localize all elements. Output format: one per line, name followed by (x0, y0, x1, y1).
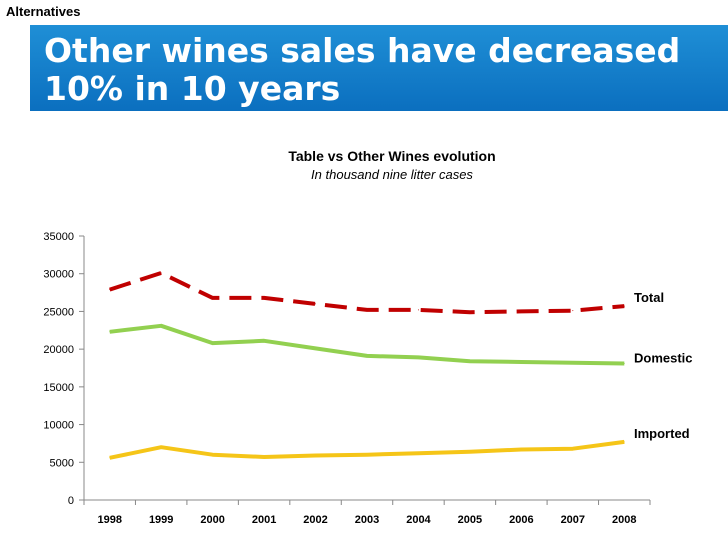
data-point-total (315, 303, 317, 305)
x-tick-label: 2008 (612, 514, 636, 526)
data-point-domestic (520, 361, 522, 363)
y-tick-label: 5000 (50, 457, 74, 469)
x-tick-label: 2002 (303, 514, 327, 526)
data-point-total (417, 309, 419, 311)
slide-title: Other wines sales have decreased 10% in … (44, 31, 681, 108)
data-point-imported (160, 446, 162, 448)
data-point-imported (469, 451, 471, 453)
data-point-domestic (417, 356, 419, 358)
data-point-imported (623, 441, 625, 443)
x-tick-label: 2006 (509, 514, 533, 526)
series-label-domestic: Domestic (634, 350, 693, 365)
y-tick-label: 0 (68, 495, 74, 507)
section-label: Alternatives (6, 4, 81, 19)
y-tick-label: 35000 (43, 231, 74, 243)
data-point-domestic (469, 360, 471, 362)
data-point-imported (417, 452, 419, 454)
title-banner: Other wines sales have decreased 10% in … (30, 25, 728, 111)
y-tick-label: 20000 (43, 344, 74, 356)
y-tick-label: 30000 (43, 269, 74, 281)
y-tick-label: 25000 (43, 306, 74, 318)
data-point-imported (263, 456, 265, 458)
data-point-imported (212, 454, 214, 456)
series-line-imported (109, 439, 625, 460)
data-point-domestic (623, 362, 625, 364)
data-point-imported (315, 454, 317, 456)
x-tick-label: 2007 (561, 514, 585, 526)
x-tick-label: 2005 (458, 514, 482, 526)
x-tick-label: 2004 (406, 514, 431, 526)
data-point-total (366, 309, 368, 311)
data-point-total (263, 297, 265, 299)
data-point-total (572, 310, 574, 312)
data-point-total (520, 310, 522, 312)
data-point-domestic (366, 355, 368, 357)
series-line-domestic (109, 323, 625, 366)
x-tick-label: 2001 (252, 514, 276, 526)
y-tick-label: 15000 (43, 382, 74, 394)
data-point-imported (366, 454, 368, 456)
data-point-total (109, 289, 111, 291)
data-point-domestic (572, 362, 574, 364)
data-point-total (623, 305, 625, 307)
data-point-total (469, 311, 471, 313)
data-point-domestic (263, 340, 265, 342)
series-label-imported: Imported (634, 426, 690, 441)
chart-subtitle: In thousand nine litter cases (311, 167, 473, 182)
data-point-domestic (212, 342, 214, 344)
y-tick-label: 10000 (43, 420, 74, 432)
chart-title: Table vs Other Wines evolution (288, 148, 496, 164)
data-point-domestic (315, 347, 317, 349)
x-tick-label: 1999 (149, 514, 173, 526)
data-point-domestic (160, 325, 162, 327)
data-point-imported (572, 448, 574, 450)
data-point-total (160, 272, 162, 274)
series-line-total (109, 271, 625, 315)
x-tick-label: 2003 (355, 514, 379, 526)
data-point-imported (520, 448, 522, 450)
data-point-total (212, 297, 214, 299)
data-point-domestic (109, 331, 111, 333)
x-tick-label: 2000 (200, 514, 224, 526)
data-point-imported (109, 457, 111, 459)
x-tick-label: 1998 (97, 514, 121, 526)
series-label-total: Total (634, 290, 664, 305)
